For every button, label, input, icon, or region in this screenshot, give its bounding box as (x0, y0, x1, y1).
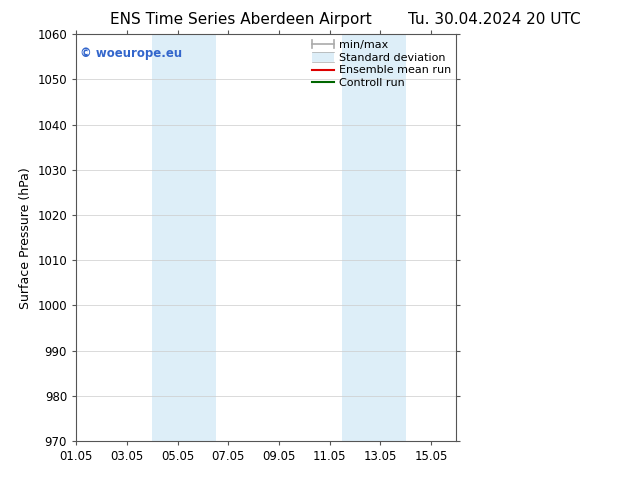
Bar (152, 34, 216, 441)
Text: ENS Time Series Aberdeen Airport: ENS Time Series Aberdeen Airport (110, 12, 372, 27)
Y-axis label: Surface Pressure (hPa): Surface Pressure (hPa) (19, 167, 32, 309)
Legend: min/max, Standard deviation, Ensemble mean run, Controll run: min/max, Standard deviation, Ensemble me… (310, 38, 453, 91)
Bar (342, 34, 406, 441)
Text: © woeurope.eu: © woeurope.eu (80, 47, 182, 59)
Text: Tu. 30.04.2024 20 UTC: Tu. 30.04.2024 20 UTC (408, 12, 581, 27)
